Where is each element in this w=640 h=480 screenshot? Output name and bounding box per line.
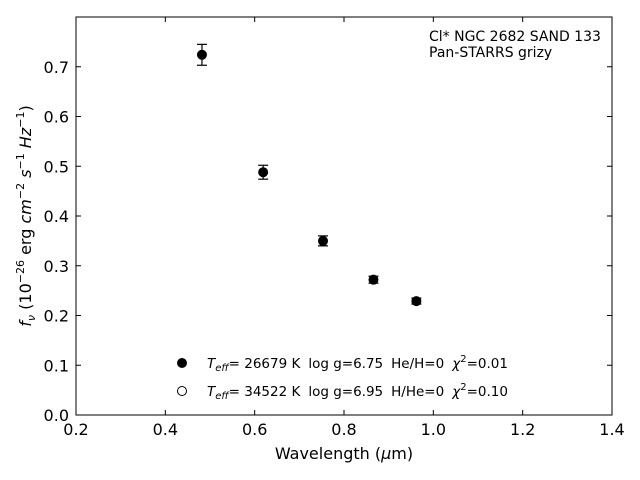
x-tick-label: 0.6 [242,420,267,439]
y-tick-label: 0.1 [44,356,69,375]
x-tick-label: 1.2 [510,420,535,439]
y-tick-label: 0.5 [44,157,69,176]
y-tick-label: 0.7 [44,58,69,77]
data-points [196,43,422,307]
data-point-open [411,297,421,307]
y-axis-ticks: 0.0 0.1 0.2 0.3 0.4 0.5 0.6 0.7 [44,58,612,425]
x-tick-label: 0.2 [63,420,88,439]
x-tick-label: 0.8 [331,420,356,439]
x-tick-label: 1.4 [599,420,624,439]
data-point-open [258,167,268,177]
data-point-open [197,50,207,60]
y-tick-label: 0.2 [44,307,69,326]
data-point-open [368,275,378,285]
y-axis-label: fν (10−26 erg cm−2 s−1 Hz−1) [14,105,38,326]
data-point-open [318,237,328,247]
legend-marker-open [177,386,187,396]
annotation-line-1: Cl* NGC 2682 SAND 133 [429,29,601,45]
y-tick-label: 0.4 [44,207,69,226]
x-axis-ticks: 0.2 0.4 0.6 0.8 1.0 1.2 1.4 [63,17,625,439]
x-axis-label: Wavelength (μm) [275,444,413,463]
x-tick-label: 1.0 [421,420,446,439]
x-tick-label: 0.4 [153,420,178,439]
annotation-line-2: Pan-STARRS grizy [429,45,552,61]
y-tick-label: 0.3 [44,257,69,276]
y-tick-label: 0.6 [44,108,69,127]
legend-marker-filled [177,358,187,368]
y-tick-label: 0.0 [44,406,69,425]
